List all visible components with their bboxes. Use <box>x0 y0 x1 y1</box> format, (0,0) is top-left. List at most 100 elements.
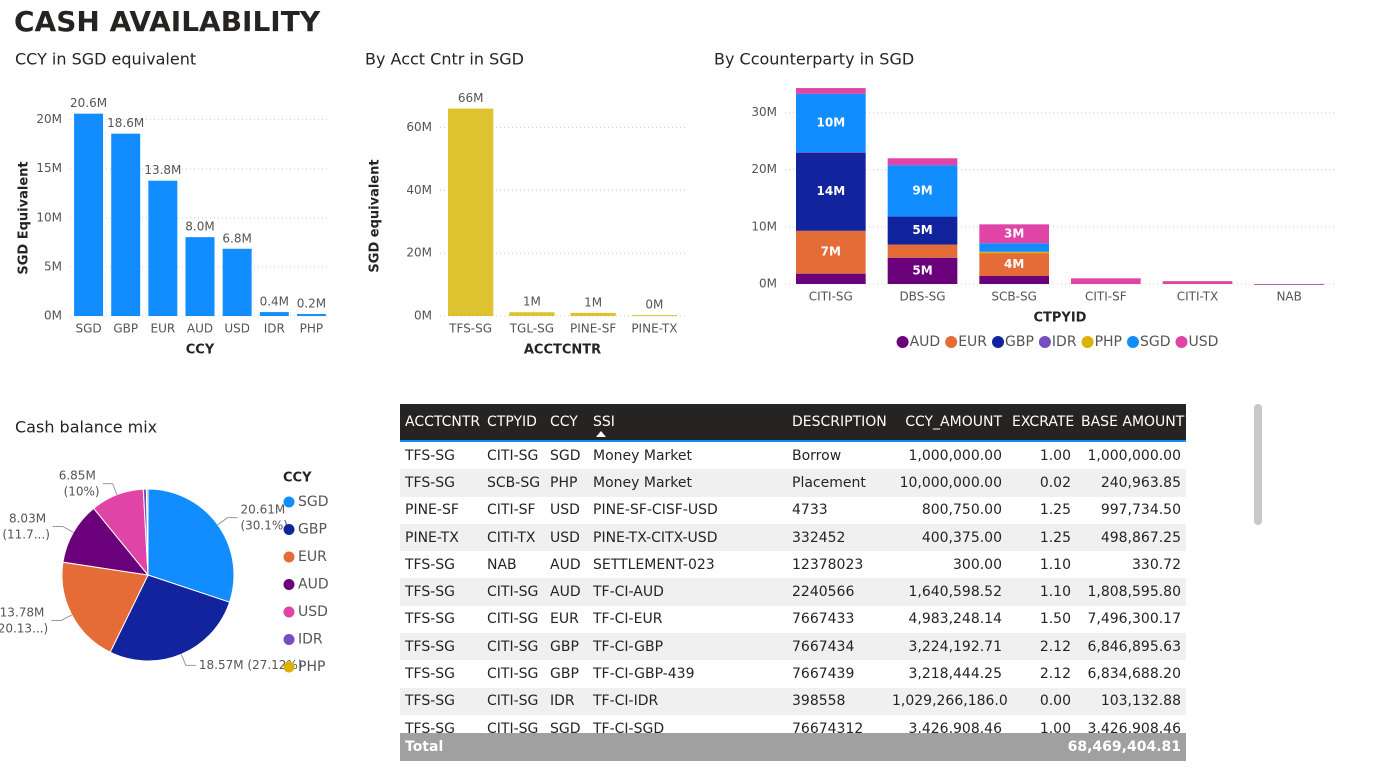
x-axis-title: ACCTCNTR <box>524 343 601 358</box>
table-cell: SETTLEMENT-023 <box>593 556 715 573</box>
column-header[interactable]: CCY <box>545 404 588 442</box>
table-cell: 1,000,000.00 <box>908 447 1002 464</box>
label-line: 8.03M <box>9 511 50 525</box>
chart-title: Cash balance mix <box>15 418 157 437</box>
bar <box>185 237 215 316</box>
bar <box>74 113 104 316</box>
x-tick-label: PINE-SF <box>570 322 616 336</box>
table-cell: PINE-SF <box>405 502 459 519</box>
bar <box>296 314 326 316</box>
label-line: (11.7...) <box>2 527 50 541</box>
x-tick-label: USD <box>224 322 250 336</box>
y-tick-label: 0M <box>414 309 432 323</box>
table-cell: GBP <box>545 633 588 661</box>
y-tick-label: 0M <box>759 277 777 291</box>
table-cell: 400,375.00 <box>887 523 1007 552</box>
bar-segment <box>796 230 866 274</box>
legend-marker <box>283 661 295 673</box>
bar-segment <box>1254 283 1324 285</box>
bar <box>222 248 252 316</box>
column-header[interactable]: BASE AMOUNT <box>1076 404 1186 442</box>
x-tick-label: AUD <box>187 322 213 336</box>
table-row: TFS-SG CITI-SG SGD Money Market Borrow 1,000,… <box>400 441 1186 469</box>
legend-marker <box>1081 336 1094 348</box>
table-cell: 3,218,444.25 <box>908 666 1002 683</box>
data-label: 18.6M <box>107 116 144 130</box>
table-cell: 800,750.00 <box>921 502 1002 519</box>
table-cell: TFS-SG <box>405 447 456 464</box>
bar-segment <box>979 276 1049 284</box>
column-header[interactable]: CCY_AMOUNT <box>887 404 1007 442</box>
column-header[interactable]: ACCTCNTR <box>400 404 482 442</box>
table-cell: PHP <box>545 469 588 497</box>
table-cell: PINE-TX <box>400 523 482 552</box>
bar-segment <box>887 158 958 166</box>
data-label: 13.8M <box>144 163 181 177</box>
table-cell: TF-CI-SGD <box>593 720 665 737</box>
table-cell: CITI-SG <box>482 687 545 715</box>
column-header[interactable]: SSI <box>588 404 787 442</box>
data-label: 0.2M <box>297 297 326 311</box>
leader-line <box>217 517 238 526</box>
table-cell: TFS-SG <box>405 611 456 628</box>
total-row: Total 68,469,404.81 <box>400 733 1186 761</box>
chart-title: By Ccounterparty in SGD <box>714 50 914 69</box>
bar-segment <box>796 93 866 153</box>
data-label: 0M <box>645 298 663 312</box>
table-cell: 398558 <box>787 687 887 715</box>
bar-segment <box>1162 281 1233 284</box>
data-label: 66M <box>458 91 484 105</box>
legend-marker <box>283 551 295 563</box>
data-label: 18.57M (27.12%) <box>199 658 303 672</box>
bar-segment <box>887 165 958 217</box>
pie-slice <box>109 574 231 662</box>
table-cell: 7667434 <box>787 633 887 661</box>
table-cell: Money Market <box>593 447 692 464</box>
legend-marker <box>283 606 295 618</box>
table-cell: AUD <box>545 578 588 606</box>
table-row: PINE-TX CITI-TX USD PINE-TX-CITX-USD 332452 4… <box>400 523 1186 552</box>
x-axis-title: CCY <box>186 343 215 358</box>
table-cell: CITI-SG <box>487 611 539 628</box>
table-row: TFS-SG CITI-SG AUD TF-CI-AUD 2240566 1,640,59… <box>400 578 1186 606</box>
bar-segment <box>979 251 1049 254</box>
x-tick-label: CITI-TX <box>1177 290 1219 304</box>
label-line: 6.85M <box>59 468 100 482</box>
legend-marker <box>992 336 1005 348</box>
table-cell: 2.12 <box>1039 666 1071 683</box>
y-tick-label: 40M <box>406 183 432 197</box>
table-cell: 1.50 <box>1039 611 1071 628</box>
legend-title: CCY <box>283 471 312 486</box>
table-cell: PINE-TX-CITX-USD <box>588 523 787 552</box>
table-cell: TF-CI-AUD <box>588 578 787 606</box>
bar-segment <box>887 244 958 258</box>
legend-marker <box>1038 336 1051 348</box>
table-head: ACCTCNTR CTPYID CCY SSI DESCRIPTION CCY_AMOUN… <box>400 404 1186 442</box>
table-cell: EUR <box>550 611 579 628</box>
bar <box>111 133 141 316</box>
legend-label: SGD <box>1140 334 1171 350</box>
data-label: 8.0M <box>185 220 214 234</box>
table-cell: AUD <box>550 556 581 573</box>
table-cell: 1.25 <box>1007 523 1076 552</box>
table-cell: USD <box>545 523 588 552</box>
column-header[interactable]: EXCRATE <box>1007 404 1076 442</box>
table-row: TFS-SG NAB AUD SETTLEMENT-023 12378023 300.00… <box>400 551 1186 578</box>
bar <box>259 312 289 316</box>
table-cell: Placement <box>787 469 887 497</box>
data-label: 3M <box>1004 226 1024 240</box>
column-header[interactable]: DESCRIPTION <box>787 404 887 442</box>
table-cell: TFS-SG <box>400 469 482 497</box>
table-cell: TFS-SG <box>400 578 482 606</box>
column-header[interactable]: CTPYID <box>482 404 545 442</box>
table-cell: TFS-SG <box>405 720 456 737</box>
data-label: 5M <box>912 223 932 237</box>
data-label: 9M <box>912 183 932 197</box>
legend-label: USD <box>298 604 328 620</box>
legend-marker <box>283 579 295 590</box>
bar-segment <box>796 152 866 153</box>
table-cell: Money Market <box>588 469 787 497</box>
x-tick-label: IDR <box>264 322 285 336</box>
scrollbar[interactable] <box>1254 404 1262 525</box>
